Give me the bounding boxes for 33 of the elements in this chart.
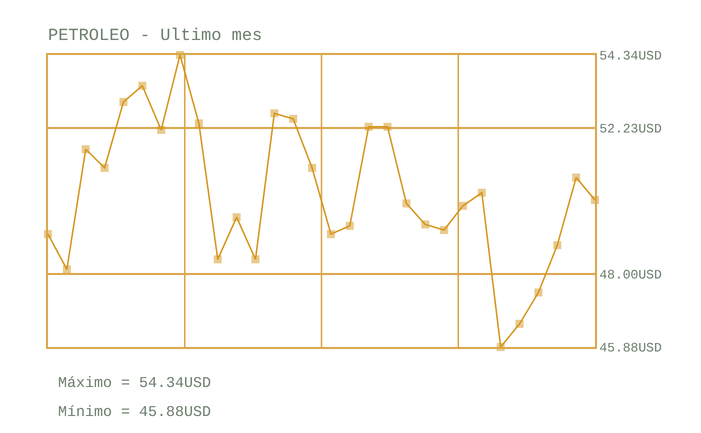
point [478, 188, 486, 197]
point [308, 164, 316, 172]
point [326, 230, 335, 238]
point [82, 145, 90, 154]
point [384, 122, 392, 131]
point [458, 202, 467, 210]
point [346, 222, 354, 230]
y-tick-label: 48.00USD [599, 267, 662, 282]
point [440, 226, 448, 234]
point [289, 114, 298, 123]
point [402, 199, 410, 208]
y-tick-label: 45.88USD [599, 340, 662, 356]
text: Máximo = 54.34USD [58, 375, 212, 392]
point [138, 82, 146, 90]
chart-title: PETROLEO - Ultimo mes [48, 26, 262, 46]
point [62, 265, 71, 274]
point [421, 220, 430, 228]
point [232, 213, 241, 222]
point [534, 288, 542, 296]
text: Mínimo = 45.88USD [58, 404, 212, 421]
point [364, 122, 373, 131]
point [251, 255, 260, 264]
y-tick-label: 54.34USD [599, 48, 662, 64]
point [516, 320, 524, 328]
y-tick-label: 52.23USD [599, 121, 662, 136]
point [553, 241, 562, 250]
point [157, 126, 166, 134]
point [270, 109, 278, 118]
point [214, 255, 222, 264]
point [572, 174, 580, 182]
point [119, 98, 128, 106]
point [194, 119, 203, 128]
point [100, 164, 109, 172]
